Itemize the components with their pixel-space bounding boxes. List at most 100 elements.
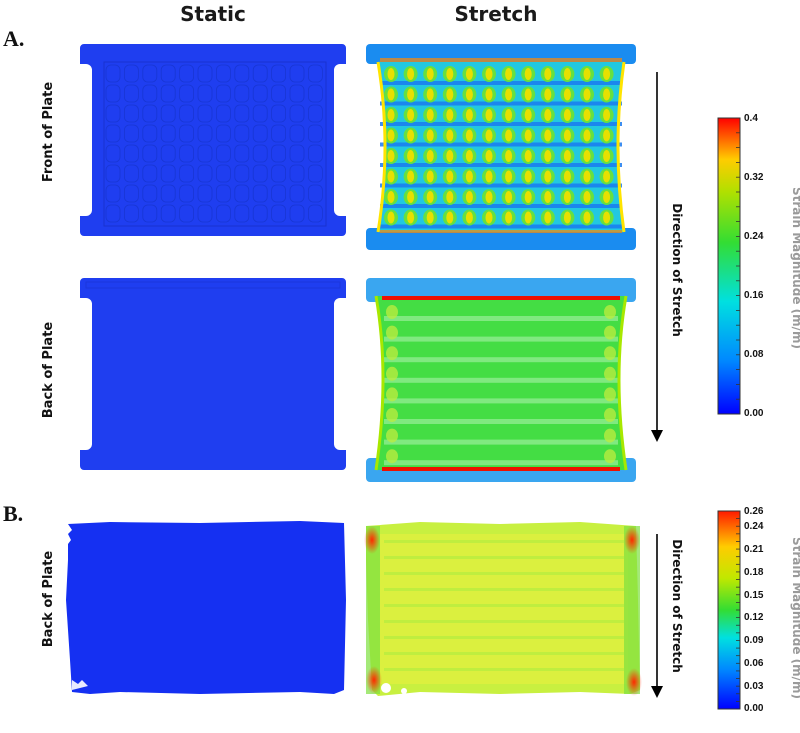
well-outline: [160, 84, 176, 103]
plate-static-back: [80, 278, 346, 470]
well-strain-peak: [563, 129, 571, 142]
well-outline: [307, 104, 323, 123]
well-outline: [197, 204, 213, 223]
well-strain-peak: [387, 68, 395, 80]
well-outline: [252, 124, 268, 143]
well-strain-peak: [387, 88, 395, 101]
well-outline: [234, 64, 250, 83]
well-strain-peak: [446, 191, 454, 203]
well-strain-peak: [524, 170, 532, 183]
well-outline: [252, 144, 268, 163]
well-outline: [142, 124, 158, 143]
colorbar-b-tick: 0.24: [744, 521, 764, 532]
well-strain-peak: [426, 170, 434, 183]
well-strain-peak: [505, 68, 513, 80]
well-strain-peak: [446, 88, 454, 101]
well-outline: [271, 104, 287, 123]
inter-row-band: [380, 163, 622, 167]
well-strain-peak: [563, 88, 571, 101]
well-strain-peak: [426, 150, 434, 162]
well-strain-peak: [407, 88, 415, 101]
well-strain-peak: [524, 191, 532, 203]
streak: [384, 636, 624, 639]
well-outline: [289, 84, 305, 103]
well-outline: [307, 184, 323, 203]
well-outline: [179, 164, 195, 183]
streak: [384, 604, 624, 607]
direction-label-a: Direction of Stretch: [670, 203, 684, 337]
well-strain-peak: [603, 170, 611, 183]
well-outline: [160, 164, 176, 183]
well-outline: [252, 164, 268, 183]
colorbar-b-tick: 0.12: [744, 612, 764, 623]
well-strain-peak: [426, 211, 434, 224]
well-strain-peak: [544, 211, 552, 224]
row-band: [384, 357, 618, 363]
well-outline: [160, 64, 176, 83]
inter-row-band: [380, 142, 622, 147]
row-band: [384, 316, 618, 321]
well-outline: [160, 204, 176, 223]
well-outline: [215, 184, 231, 203]
well-outline: [160, 124, 176, 143]
colorbar-b-tick: 0.09: [744, 635, 764, 646]
edge-spot: [604, 449, 616, 464]
well-strain-peak: [505, 191, 513, 203]
streak: [384, 620, 624, 623]
well-strain-peak: [407, 109, 415, 121]
well-strain-peak: [583, 68, 591, 80]
well-outline: [142, 184, 158, 203]
well-outline: [307, 124, 323, 143]
colorbar-b-tick: 0.18: [744, 567, 764, 578]
well-strain-peak: [465, 109, 473, 121]
well-strain-peak: [407, 150, 415, 162]
well-outline: [289, 104, 305, 123]
colorbar-b-tick: 0.21: [744, 544, 764, 555]
well-outline: [271, 84, 287, 103]
well-outline: [179, 204, 195, 223]
well-outline: [252, 204, 268, 223]
well-strain-peak: [544, 68, 552, 80]
edge-spot: [604, 305, 616, 319]
well-strain-peak: [544, 88, 552, 101]
streak: [384, 556, 624, 559]
well-outline: [234, 104, 250, 123]
colorbar-a-tick: 0.24: [744, 231, 764, 242]
well-outline: [197, 184, 213, 203]
well-outline: [234, 164, 250, 183]
well-strain-peak: [465, 150, 473, 162]
colorbar-title-a: Strain Magnitude (m/m): [790, 186, 800, 350]
well-outline: [215, 164, 231, 183]
well-outline: [252, 84, 268, 103]
well-outline: [105, 204, 121, 223]
well-outline: [197, 124, 213, 143]
well-outline: [142, 144, 158, 163]
well-outline: [234, 144, 250, 163]
well-strain-peak: [544, 129, 552, 142]
well-outline: [234, 84, 250, 103]
well-outline: [105, 64, 121, 83]
well-outline: [160, 104, 176, 123]
well-outline: [215, 144, 231, 163]
well-outline: [289, 124, 305, 143]
row-band: [384, 439, 618, 445]
well-outline: [307, 144, 323, 163]
well-outline: [289, 64, 305, 83]
well-strain-peak: [407, 129, 415, 142]
well-outline: [142, 84, 158, 103]
well-outline: [105, 144, 121, 163]
well-strain-peak: [603, 150, 611, 162]
well-outline: [124, 204, 139, 223]
well-strain-peak: [446, 150, 454, 162]
well-outline: [215, 104, 231, 123]
well-strain-peak: [583, 129, 591, 142]
well-outline: [271, 124, 287, 143]
colorbar-a-tick: 0.4: [744, 113, 758, 124]
well-strain-peak: [524, 109, 532, 121]
well-strain-peak: [544, 170, 552, 183]
panel-a-label: A.: [3, 26, 25, 51]
inter-row-band: [380, 204, 622, 208]
well-strain-peak: [603, 68, 611, 80]
well-strain-peak: [505, 211, 513, 224]
well-strain-peak: [465, 68, 473, 80]
